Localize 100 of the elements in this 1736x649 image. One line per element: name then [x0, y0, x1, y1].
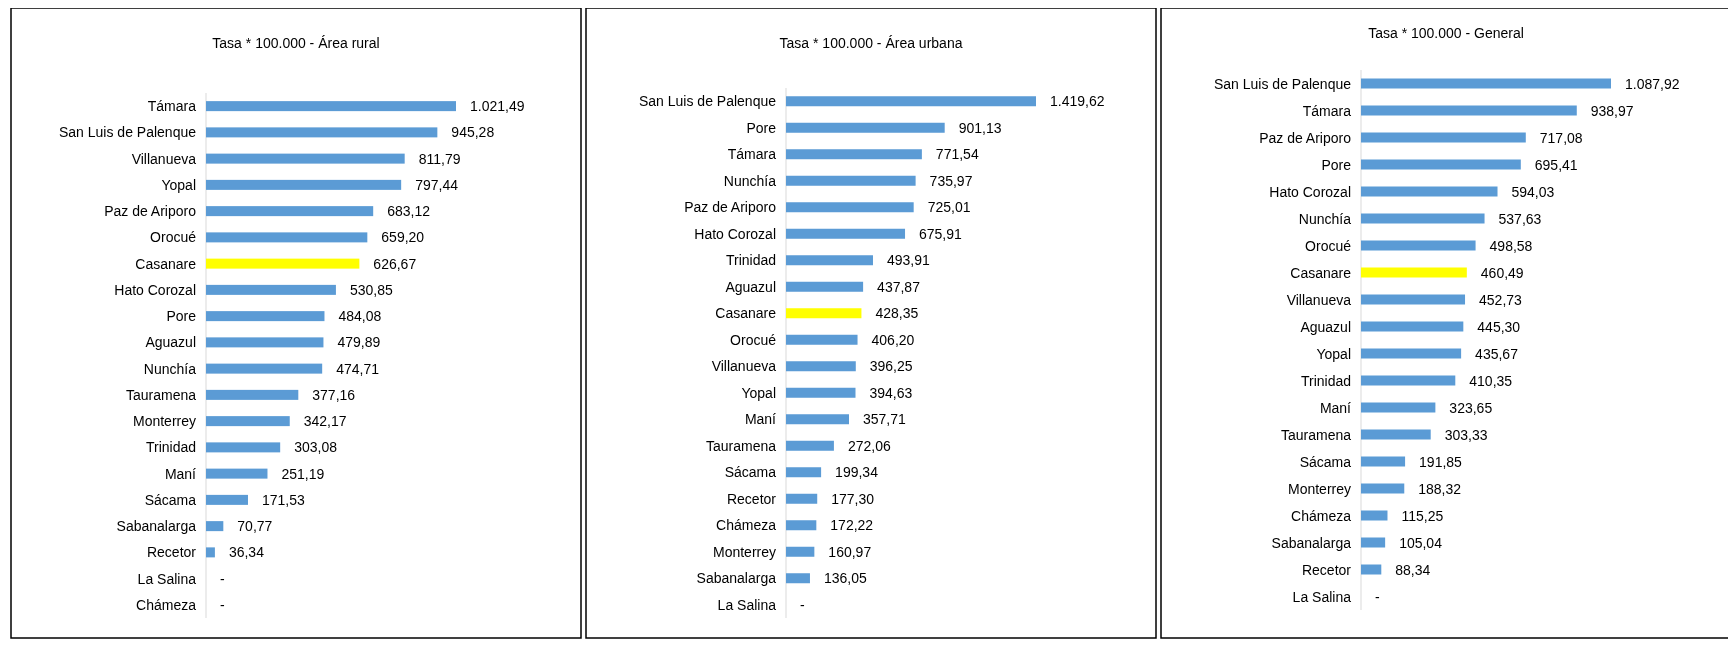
data-label: 435,67: [1475, 345, 1519, 362]
data-label: 199,34: [835, 464, 879, 481]
data-label: 484,08: [338, 308, 382, 325]
y-tick-label: Yopal: [1316, 345, 1351, 362]
y-tick-label: Casanare: [135, 255, 197, 272]
bar: [786, 467, 822, 478]
data-label: 675,91: [919, 225, 963, 242]
data-label: 177,30: [831, 490, 875, 507]
y-tick-label: Hato Corozal: [694, 225, 776, 242]
bar: [1361, 375, 1456, 386]
bar: [1361, 213, 1485, 224]
data-label: 530,85: [349, 281, 393, 298]
y-tick-label: Pore: [166, 308, 197, 325]
data-label: 659,20: [381, 229, 425, 246]
bar: [786, 149, 922, 160]
y-tick-label: Nunchía: [723, 172, 777, 189]
data-label: 474,71: [336, 360, 380, 377]
y-tick-label: Támara: [1302, 102, 1352, 119]
data-label: 797,44: [415, 176, 459, 193]
y-tick-label: La Salina: [137, 570, 197, 587]
data-label: 452,73: [1479, 291, 1523, 308]
y-tick-label: Trinidad: [725, 252, 776, 269]
data-label: 251,19: [281, 465, 325, 482]
y-tick-label: Aguazul: [145, 334, 196, 351]
y-tick-label: Aguazul: [1300, 318, 1351, 335]
data-label: 771,54: [935, 146, 979, 163]
y-tick-label: Recetor: [1301, 561, 1352, 578]
y-tick-label: Paz de Ariporo: [104, 203, 197, 220]
bar: [786, 493, 818, 504]
bar: [206, 232, 368, 243]
bar: [786, 255, 873, 266]
bar: [1361, 429, 1431, 440]
bar: [786, 175, 916, 186]
bar: [206, 179, 402, 190]
bar: [206, 127, 438, 138]
y-tick-label: Hato Corozal: [114, 281, 196, 298]
data-label: 811,79: [418, 150, 461, 167]
bar: [786, 96, 1036, 107]
y-tick-label: Sácama: [1299, 453, 1352, 470]
bar: [206, 153, 405, 164]
data-label: 160,97: [828, 543, 872, 560]
bar: [206, 442, 281, 453]
y-tick-label: Casanare: [1290, 264, 1352, 281]
data-label: 445,30: [1477, 318, 1521, 335]
chart-title: Tasa * 100.000 - Área rural: [212, 35, 380, 51]
bar: [786, 414, 849, 425]
data-label: 945,28: [451, 124, 495, 141]
data-label: 460,49: [1480, 264, 1524, 281]
data-label: 1.087,92: [1625, 75, 1680, 92]
data-label: 410,35: [1469, 372, 1513, 389]
chart-title: Tasa * 100.000 - General: [1368, 25, 1524, 41]
data-label: 303,33: [1444, 426, 1488, 443]
data-label: 735,97: [929, 172, 973, 189]
bar: [786, 334, 858, 345]
y-tick-label: Tauramena: [125, 386, 197, 403]
y-tick-label: Maní: [164, 465, 197, 482]
data-label: 479,89: [337, 334, 381, 351]
y-tick-label: Chámeza: [136, 596, 197, 613]
data-label: 725,01: [927, 199, 971, 216]
data-label: 357,71: [862, 411, 907, 428]
bar: [1361, 321, 1464, 332]
data-label: 683,12: [387, 203, 431, 220]
data-label: 171,53: [261, 491, 306, 508]
data-label: 303,08: [294, 439, 338, 456]
bar: [1361, 456, 1406, 467]
data-label: 437,87: [877, 278, 921, 295]
y-tick-label: Yopal: [741, 384, 776, 401]
y-tick-label: La Salina: [717, 596, 777, 613]
bar: [786, 228, 906, 239]
bar: [206, 363, 323, 374]
y-tick-label: Sabanalarga: [1271, 534, 1352, 551]
y-tick-label: Orocué: [150, 229, 197, 246]
data-label: 272,06: [847, 437, 891, 454]
y-tick-label: Yopal: [161, 176, 196, 193]
bar: [1361, 483, 1405, 494]
chart-title: Tasa * 100.000 - Área urbana: [779, 35, 963, 51]
data-label: 498,58: [1489, 237, 1533, 254]
data-label: 323,65: [1449, 399, 1493, 416]
y-tick-label: Sabanalarga: [696, 570, 777, 587]
y-tick-label: Monterrey: [1287, 480, 1351, 497]
data-label: 428,35: [875, 305, 919, 322]
y-tick-label: Trinidad: [145, 439, 196, 456]
y-tick-label: Sácama: [144, 491, 197, 508]
y-tick-label: Chámeza: [716, 517, 777, 534]
bar: [1361, 132, 1526, 143]
bar: [1361, 105, 1577, 116]
y-tick-label: Casanare: [715, 305, 777, 322]
bar: [786, 202, 914, 213]
data-label: 115,25: [1401, 507, 1444, 524]
bar: [206, 468, 268, 479]
data-label: 406,20: [871, 331, 915, 348]
y-tick-label: San Luis de Palenque: [59, 124, 197, 141]
data-label: 901,13: [958, 119, 1002, 136]
bar: [206, 416, 290, 427]
bar: [1361, 564, 1382, 575]
y-tick-label: Monterrey: [712, 543, 776, 560]
bar: [206, 547, 215, 558]
data-label: 717,08: [1539, 129, 1583, 146]
bar: [206, 494, 248, 505]
data-label: 394,63: [869, 384, 913, 401]
